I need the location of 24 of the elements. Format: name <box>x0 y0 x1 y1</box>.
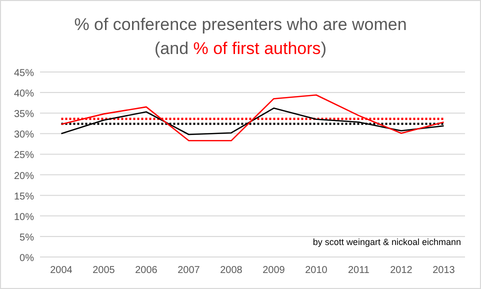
x-tick-label: 2009 <box>262 265 286 276</box>
y-tick-label: 30% <box>14 130 34 141</box>
x-tick-label: 2007 <box>178 265 200 276</box>
y-tick-label: 10% <box>14 212 34 223</box>
x-tick-label: 2010 <box>305 265 328 276</box>
y-tick-label: 0% <box>20 253 34 264</box>
x-tick-label: 2008 <box>220 265 243 276</box>
y-tick-label: 25% <box>14 150 34 162</box>
x-tick-label: 2013 <box>432 265 456 276</box>
x-tick-label: 2011 <box>348 265 370 276</box>
annotation: by scott weingart & nickoal eichmann <box>312 237 461 247</box>
x-tick-label: 2004 <box>50 265 73 276</box>
y-tick-label: 20% <box>14 170 34 182</box>
y-tick-label: 15% <box>14 191 34 202</box>
line-series <box>60 94 444 142</box>
chart-subtitle: (and % of first authors) <box>154 39 326 58</box>
y-tick-label: 35% <box>14 109 34 120</box>
y-tick-label: 40% <box>14 88 34 100</box>
x-tick-label: 2005 <box>92 265 116 276</box>
y-tick-label: 45% <box>14 68 34 79</box>
y-tick-label: 5% <box>20 232 34 244</box>
x-tick-label: 2006 <box>135 265 158 276</box>
chart-title: % of conference presenters who are women <box>74 15 407 34</box>
x-tick-label: 2012 <box>390 265 413 276</box>
